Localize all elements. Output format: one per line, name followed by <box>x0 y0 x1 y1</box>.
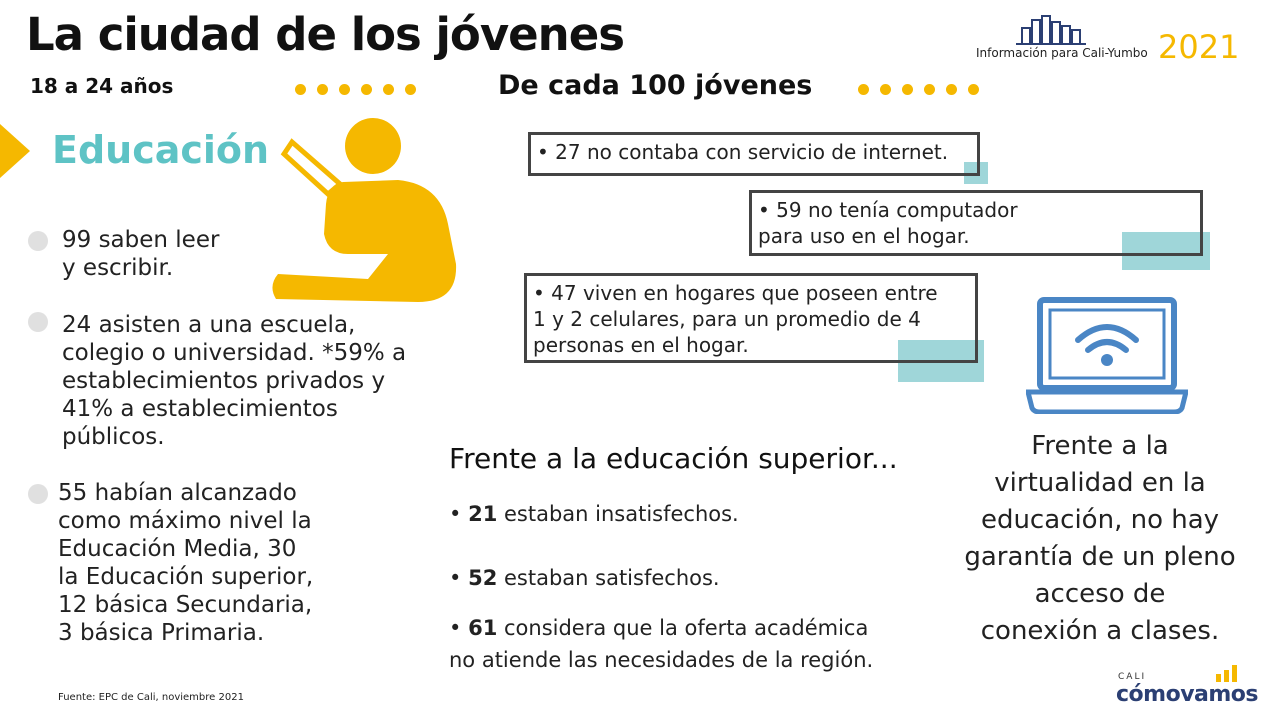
year-label: 2021 <box>1158 28 1240 66</box>
higher-ed-item-unsatisfied: • 21 estaban insatisfechos. <box>449 502 739 526</box>
brand-info-text: Información para Cali-Yumbo <box>976 46 1148 60</box>
section-title: De cada 100 jóvenes <box>498 70 813 101</box>
page-title: La ciudad de los jóvenes <box>26 8 625 61</box>
bar-chart-icon <box>1216 665 1237 682</box>
decorative-dots-left <box>295 84 416 95</box>
education-item-literacy: 99 saben leer y escribir. <box>62 227 220 281</box>
city-skyline-icon <box>1016 15 1086 45</box>
age-range-label: 18 a 24 años <box>30 74 174 98</box>
higher-ed-item-satisfied: • 52 estaban satisfechos. <box>449 566 720 590</box>
logo-small-text: CALI <box>1118 672 1147 682</box>
education-heading: Educación <box>52 128 270 172</box>
bullet-dot <box>28 312 48 332</box>
higher-education-title: Frente a la educación superior... <box>449 442 898 475</box>
education-item-level: 55 habían alcanzado como máximo nivel la… <box>58 480 314 646</box>
education-item-attendance: 24 asisten a una escuela, colegio o univ… <box>62 312 407 450</box>
teal-accent <box>1122 232 1210 270</box>
decorative-dots-right <box>858 84 979 95</box>
computer-box: • 59 no tenía computador para uso en el … <box>749 190 1203 256</box>
higher-ed-item-offer: • 61 considera que la oferta académica n… <box>449 616 874 672</box>
cellphones-box: • 47 viven en hogares que poseen entre 1… <box>524 273 978 363</box>
bullet-dot <box>28 231 48 251</box>
laptop-wifi-icon <box>1026 297 1188 414</box>
logo-text: cómovamos <box>1116 682 1259 707</box>
reading-person-icon <box>272 118 457 302</box>
internet-box: • 27 no contaba con servicio de internet… <box>528 132 980 176</box>
source-note: Fuente: EPC de Cali, noviembre 2021 <box>58 692 244 703</box>
yellow-triangle-marker <box>0 124 30 178</box>
virtuality-statement: Frente a la virtualidad en la educación,… <box>964 431 1236 646</box>
bullet-dot <box>28 484 48 504</box>
